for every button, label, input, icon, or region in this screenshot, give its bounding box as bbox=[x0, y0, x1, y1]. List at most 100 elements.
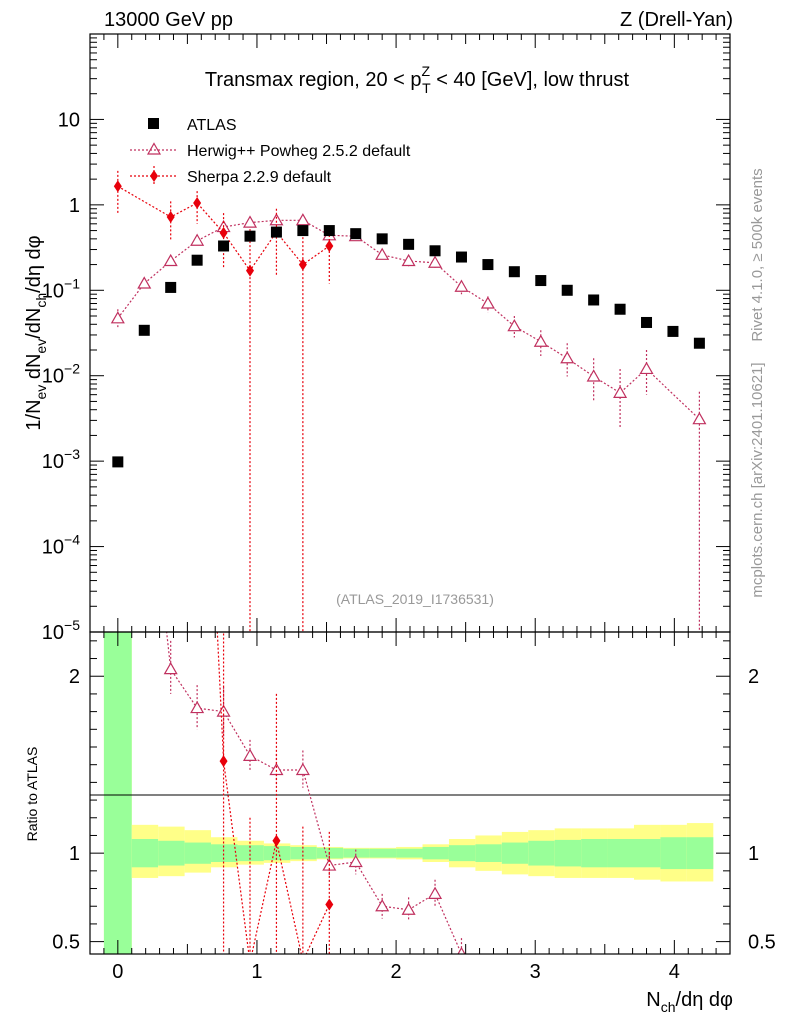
stat-uncertainty-band bbox=[448, 845, 476, 862]
y-tick-label: 10−1 bbox=[42, 275, 80, 302]
herwig-point bbox=[401, 253, 416, 267]
atlas-point bbox=[403, 238, 415, 250]
y-tick-label: 10−4 bbox=[42, 532, 80, 559]
ratio-y-tick-label: 1 bbox=[69, 843, 80, 865]
atlas-point bbox=[323, 225, 335, 237]
herwig-ratio-point bbox=[401, 902, 416, 915]
atlas-point bbox=[455, 251, 467, 263]
stat-uncertainty-band bbox=[131, 839, 159, 868]
atlas-point bbox=[614, 303, 626, 315]
herwig-ratio-point bbox=[163, 661, 178, 675]
herwig-point bbox=[560, 351, 575, 364]
legend-marker-atlas bbox=[148, 118, 159, 129]
stat-uncertainty-band bbox=[369, 848, 397, 858]
sherpa-point bbox=[246, 264, 254, 277]
herwig-line bbox=[117, 219, 700, 420]
atlas-point bbox=[244, 230, 256, 242]
herwig-point bbox=[190, 233, 205, 246]
ratio-y-tick-label: 2 bbox=[69, 666, 80, 688]
sherpa-point bbox=[219, 226, 228, 239]
stat-uncertainty-band bbox=[290, 846, 317, 860]
stat-uncertainty-band bbox=[475, 844, 502, 862]
herwig-ratio-point bbox=[295, 762, 310, 776]
ratio-panel: 0 1 2 3 4 0.5 0.5 1 1 2 2 Ratio to ATLAS Nch/dη dφ bbox=[24, 423, 776, 1015]
ratio-frame bbox=[89, 631, 731, 955]
herwig-ratio-point bbox=[482, 966, 494, 977]
x-tick-label: 2 bbox=[391, 961, 402, 983]
stat-uncertainty-band bbox=[686, 837, 714, 870]
rivet-version-note: Rivet 4.1.0, ≥ 500k events bbox=[749, 168, 766, 341]
sherpa-ratio-point bbox=[219, 755, 228, 768]
herwig-ratio-point bbox=[269, 762, 284, 776]
atlas-point bbox=[165, 281, 177, 293]
herwig-point bbox=[533, 334, 548, 347]
stat-uncertainty-band bbox=[501, 842, 529, 864]
analysis-watermark: (ATLAS_2019_I1736531) bbox=[336, 591, 494, 607]
x-tick-label: 4 bbox=[669, 961, 680, 983]
legend-marker-herwig bbox=[146, 142, 162, 155]
sherpa-ratio-point bbox=[325, 898, 334, 911]
stat-uncertainty-band bbox=[422, 846, 449, 860]
sherpa-point bbox=[113, 180, 122, 193]
herwig-ratio-point bbox=[375, 899, 390, 912]
herwig-point bbox=[110, 311, 125, 324]
ratio-y-tick-label-right: 1 bbox=[748, 843, 759, 865]
stat-uncertainty-band bbox=[237, 845, 264, 862]
y-tick-label: 10−2 bbox=[42, 361, 80, 388]
stat-uncertainty-band bbox=[634, 839, 661, 868]
atlas-point bbox=[693, 337, 705, 349]
legend-label-sherpa: Sherpa 2.2.9 default bbox=[187, 169, 332, 186]
sherpa-point bbox=[166, 211, 175, 224]
atlas-point bbox=[191, 254, 203, 266]
legend-label-herwig: Herwig++ Powheg 2.5.2 default bbox=[187, 143, 411, 160]
stat-uncertainty-band bbox=[607, 839, 634, 868]
atlas-point bbox=[561, 284, 573, 296]
ratio-y-tick-label-right: 2 bbox=[748, 666, 759, 688]
sherpa-point bbox=[325, 239, 334, 252]
x-tick-label: 1 bbox=[251, 961, 262, 983]
x-tick-label: 0 bbox=[112, 961, 123, 983]
atlas-point bbox=[270, 226, 282, 238]
ratio-y-tick-label: 0.5 bbox=[52, 932, 80, 954]
stat-uncertainty-band bbox=[554, 839, 582, 867]
herwig-ratio-point bbox=[138, 423, 150, 434]
herwig-ratio-point bbox=[242, 748, 258, 761]
plot-title: Transmax region, 20 < pZ T < 40 [GeV], lo… bbox=[205, 63, 630, 96]
herwig-point bbox=[242, 215, 258, 228]
y-tick-label: 10 bbox=[58, 109, 80, 131]
atlas-point bbox=[588, 294, 600, 306]
y-tick-label: 10−5 bbox=[42, 617, 80, 644]
legend-marker-sherpa bbox=[150, 170, 158, 182]
stat-uncertainty-band bbox=[581, 839, 608, 868]
sherpa-point bbox=[298, 258, 307, 271]
ratio-y-label: Ratio to ATLAS bbox=[24, 747, 40, 842]
legend: ATLAS Herwig++ Powheg 2.5.2 default Sher… bbox=[130, 117, 411, 186]
stat-uncertainty-band bbox=[263, 846, 291, 861]
atlas-point bbox=[112, 456, 124, 468]
herwig-ratio-point bbox=[190, 700, 205, 714]
atlas-point bbox=[138, 324, 150, 336]
atlas-point bbox=[508, 266, 520, 278]
stat-uncertainty-band bbox=[396, 848, 423, 858]
herwig-point bbox=[692, 411, 707, 425]
atlas-point bbox=[350, 228, 362, 240]
legend-label-atlas: ATLAS bbox=[187, 117, 237, 134]
herwig-point bbox=[507, 318, 522, 332]
herwig-ratio-point bbox=[428, 886, 443, 899]
atlas-point bbox=[218, 240, 230, 252]
atlas-point bbox=[376, 233, 388, 245]
main-panel: Transmax region, 20 < pZ T < 40 [GeV], lo… bbox=[23, 34, 730, 644]
herwig-point bbox=[586, 369, 601, 382]
stat-uncertainty-band bbox=[158, 840, 185, 866]
stat-uncertainty-band bbox=[103, 632, 132, 954]
herwig-point bbox=[269, 213, 284, 226]
y-tick-label: 1 bbox=[69, 195, 80, 217]
x-tick-label: 3 bbox=[530, 961, 541, 983]
header-right: Z (Drell-Yan) bbox=[620, 9, 733, 31]
herwig-ratio-point bbox=[457, 946, 466, 954]
atlas-point bbox=[429, 245, 441, 257]
atlas-point bbox=[297, 225, 309, 237]
herwig-point bbox=[613, 385, 628, 398]
y-axis-label: 1/Nev dNev/dNch/dη dφ bbox=[23, 235, 49, 430]
x-axis-label: Nch/dη dφ bbox=[646, 989, 733, 1015]
